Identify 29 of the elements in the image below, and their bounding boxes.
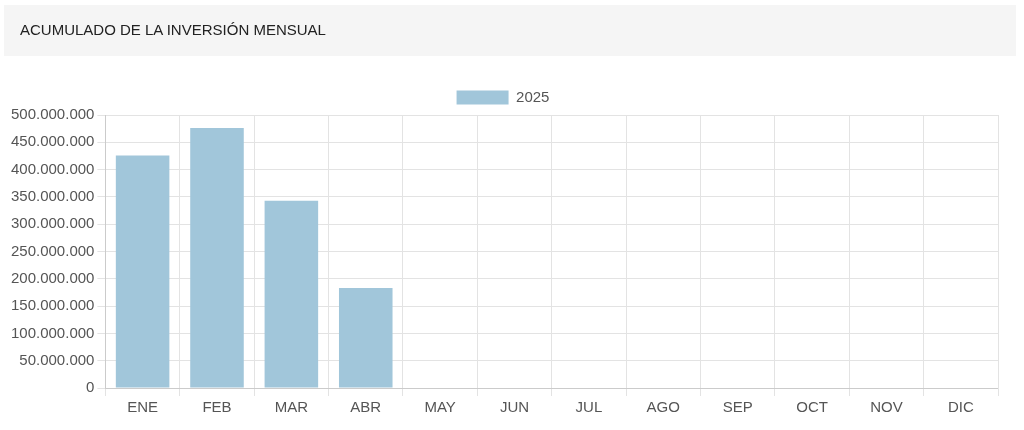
y-tick-label: 350.000.000	[10, 187, 95, 205]
legend-label: 2025	[516, 87, 550, 105]
bar	[338, 288, 393, 388]
x-tick-label: JUL	[575, 398, 603, 416]
x-tick-label: ABR	[350, 398, 382, 416]
x-tick-label: FEB	[202, 398, 232, 416]
x-tick-label: SEP	[722, 398, 753, 416]
y-tick-label: 0	[86, 378, 95, 396]
x-tick-label: MAR	[274, 398, 309, 416]
x-tick-label: OCT	[796, 398, 828, 416]
y-tick-label: 250.000.000	[10, 241, 95, 259]
bar	[190, 128, 244, 388]
x-tick-label: ENE	[127, 398, 159, 416]
y-tick-label: 450.000.000	[10, 132, 95, 150]
y-tick-label: 300.000.000	[10, 214, 95, 232]
y-tick-label: 400.000.000	[10, 159, 95, 177]
bar	[115, 155, 170, 388]
bar	[264, 200, 319, 388]
x-tick-label: JUN	[499, 398, 530, 416]
x-tick-label: MAY	[424, 398, 456, 416]
y-tick-label: 50.000.000	[19, 350, 95, 368]
x-tick-label: NOV	[870, 398, 903, 416]
y-tick-label: 100.000.000	[10, 323, 95, 341]
y-tick-label: 200.000.000	[10, 268, 95, 286]
x-tick-label: AGO	[646, 398, 680, 416]
y-tick-label: 150.000.000	[10, 296, 95, 314]
chart-title: ACUMULADO DE LA INVERSIÓN MENSUAL	[20, 21, 326, 38]
y-tick-label: 500.000.000	[10, 105, 95, 123]
x-tick-label: DIC	[947, 398, 974, 416]
